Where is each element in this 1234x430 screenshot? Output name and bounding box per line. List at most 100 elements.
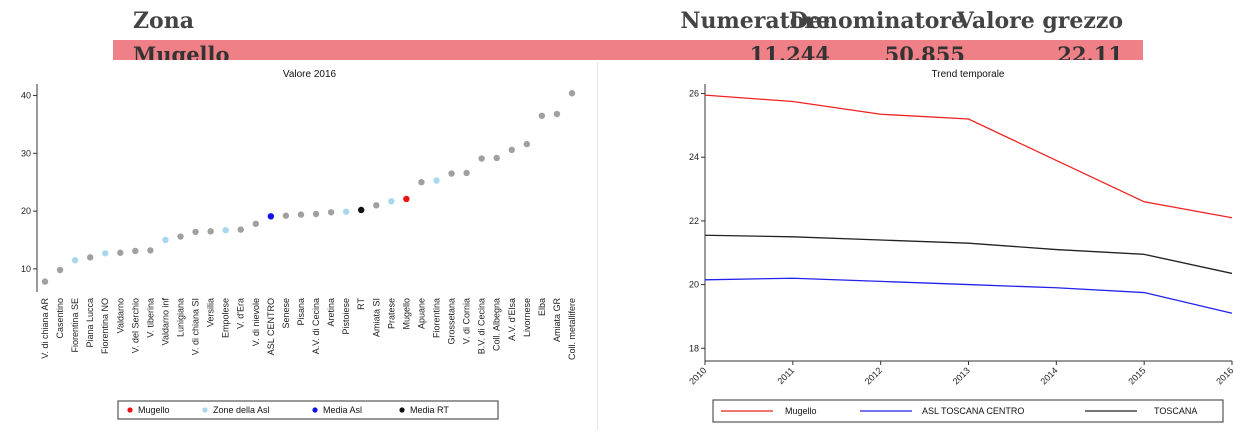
data-point [448, 170, 455, 177]
chart-title: Valore 2016 [283, 69, 337, 80]
x-category-label: Livornese [522, 298, 532, 337]
y-tick-label: 20 [689, 280, 699, 290]
cell-valore-grezzo: 22.11 [1057, 42, 1123, 60]
x-category-label: Senese [281, 298, 291, 329]
y-tick-label: 10 [21, 264, 31, 274]
x-tick-label: 2013 [951, 365, 972, 386]
x-category-label: Amiata SI [371, 298, 381, 337]
x-category-label: Elba [537, 298, 547, 316]
data-point [237, 226, 244, 233]
data-point [358, 206, 365, 214]
data-point [403, 195, 410, 203]
chart-title: Trend temporale [932, 69, 1005, 80]
y-tick-label: 40 [21, 91, 31, 101]
summary-table: Zona Numeratore Denominatore Valore grez… [113, 0, 1143, 60]
panel-divider [597, 62, 598, 430]
x-category-label: Valdarno inf [160, 298, 170, 346]
x-category-label: Pratese [386, 298, 396, 329]
data-point [478, 155, 485, 162]
data-point [553, 110, 561, 118]
data-point [222, 226, 229, 234]
x-tick-label: 2012 [863, 365, 884, 386]
legend: Mugello ASL TOSCANA CENTRO TOSCANA [712, 399, 1224, 423]
data-point [327, 209, 335, 216]
cell-denominatore: 50.855 [884, 42, 965, 60]
legend-box [712, 399, 1224, 423]
x-category-label: Mugello [401, 298, 411, 330]
legend-marker [127, 407, 133, 413]
data-point [56, 266, 64, 274]
y-tick-label: 18 [689, 343, 699, 353]
x-category-label: Pisana [296, 298, 306, 326]
data-point [177, 233, 184, 240]
x-category-label: Piana Lucca [85, 298, 95, 348]
data-point [388, 198, 395, 205]
x-category-label: V. tiberina [145, 298, 155, 338]
data-point [373, 202, 380, 209]
data-point [493, 154, 500, 162]
x-category-label: Valdarno [115, 298, 125, 333]
data-point [463, 169, 470, 177]
x-category-label: A.V. d'Elsa [507, 298, 517, 341]
cell-numeratore: 11.244 [749, 42, 830, 60]
table-header-row: Zona Numeratore Denominatore Valore grez… [113, 8, 1143, 38]
data-point [132, 247, 139, 255]
x-category-label: RT [356, 298, 366, 310]
x-category-label: Grossetana [447, 298, 457, 345]
x-category-label: V. di chiana SI [191, 298, 201, 355]
data-point [312, 210, 320, 218]
y-tick-label: 20 [21, 206, 31, 216]
x-category-label: Amiata GR [552, 298, 562, 343]
x-tick-label: 2010 [687, 365, 708, 386]
legend-box [117, 400, 499, 420]
header-valore-grezzo: Valore grezzo [956, 8, 1123, 34]
x-category-label: Fiorentina NO [100, 298, 110, 354]
legend-marker [312, 407, 318, 413]
table-row-mugello: Mugello 11.244 50.855 22.11 [113, 40, 1143, 60]
legend-marker [202, 407, 208, 413]
data-point [102, 250, 109, 257]
header-numeratore: Numeratore [680, 8, 830, 34]
x-tick-label: 2015 [1126, 365, 1147, 386]
x-category-label: V. d'Era [236, 298, 246, 329]
legend-label: Media RT [410, 405, 449, 415]
data-point [523, 140, 531, 148]
x-category-label: Fiorentina [431, 298, 441, 338]
data-point [86, 254, 94, 261]
legend-label: Mugello [138, 405, 170, 415]
x-category-label: V. di chiana AR [40, 298, 50, 359]
data-point [147, 247, 154, 254]
header-zona: Zona [133, 8, 194, 34]
data-point [117, 249, 124, 256]
data-point [71, 257, 79, 264]
x-category-label: Empolese [221, 298, 231, 338]
x-category-label: ASL CENTRO [266, 298, 276, 355]
data-point [433, 177, 440, 184]
series-line [704, 234, 1233, 275]
legend-label: Zone della Asl [213, 405, 270, 415]
x-tick-label: 2011 [775, 365, 796, 386]
data-point [538, 112, 546, 119]
data-point [267, 213, 275, 220]
data-point [162, 236, 169, 244]
data-point [282, 212, 290, 219]
x-tick-label: 2014 [1039, 365, 1060, 386]
legend: Mugello Zone della Asl Media Asl Media RT [117, 400, 499, 420]
x-category-label: V. di Cornia [462, 298, 472, 344]
data-point [252, 220, 259, 228]
x-category-label: Coll. metallifere [567, 298, 577, 360]
series-line [704, 94, 1233, 219]
data-point [418, 179, 425, 186]
cell-zona: Mugello [133, 42, 230, 60]
data-point [207, 228, 214, 235]
x-category-label: B.V. di Cecina [477, 298, 487, 354]
x-category-label: Coll. Albegna [492, 298, 502, 351]
data-point [568, 90, 576, 97]
x-category-label: Versilia [206, 298, 216, 327]
x-category-label: Fiorentina SE [70, 298, 80, 353]
x-category-label: V. del Serchio [130, 298, 140, 353]
x-category-label: Pistoiese [341, 298, 351, 335]
scatter-chart-valore-2016: Valore 2016 10 20 30 40 V. di chiana AR Casent… [21, 69, 577, 420]
x-category-label: Lunigiana [176, 298, 186, 337]
data-point [41, 278, 49, 285]
